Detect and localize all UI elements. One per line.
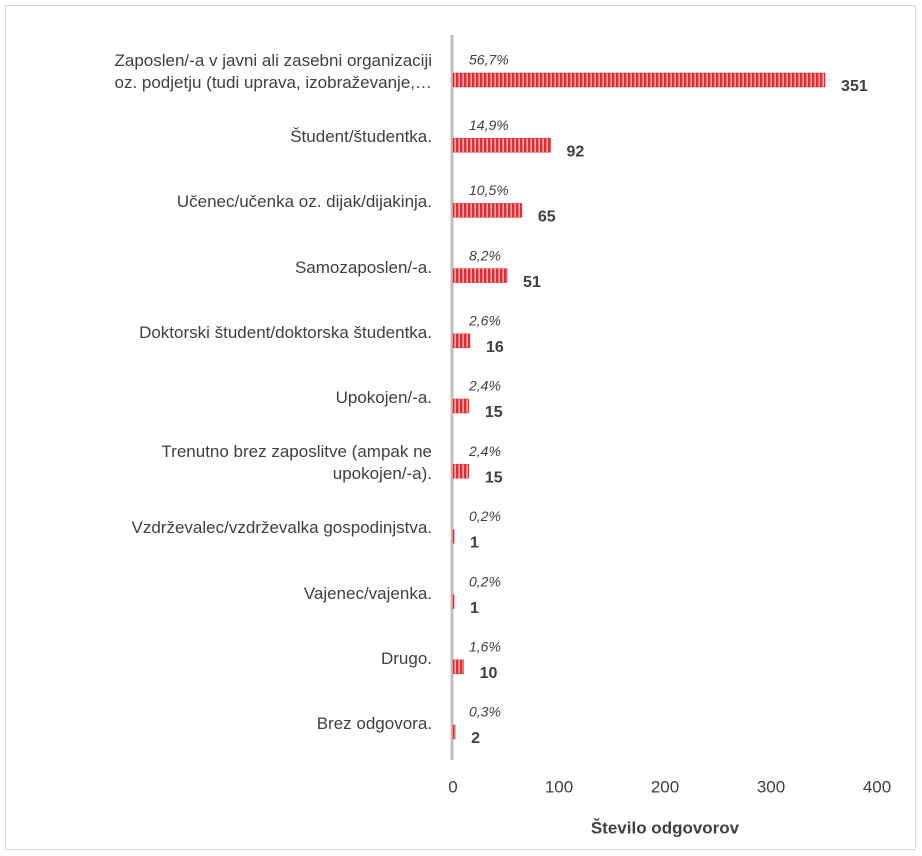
x-tick-label: 300: [757, 777, 785, 796]
x-axis-title: Število odgovorov: [591, 818, 740, 837]
bar: [452, 463, 470, 479]
value-label: 15: [485, 404, 503, 421]
value-label: 1: [470, 535, 479, 552]
value-label: 1: [470, 600, 479, 617]
bar: [452, 268, 508, 283]
category-label: Vajenec/vajenka.: [303, 583, 432, 603]
percentage-label: 2,6%: [468, 313, 501, 329]
category-label: Samozaposlen/-a.: [294, 257, 432, 277]
percentage-label: 10,5%: [469, 182, 509, 198]
category-label: Upokojen/-a.: [335, 388, 432, 407]
percentage-label: 0,2%: [469, 508, 501, 524]
percentage-label: 2,4%: [468, 378, 501, 394]
bar: [452, 398, 470, 414]
x-tick-label: 400: [863, 777, 891, 796]
category-label: Doktorski študent/doktorska študentka.: [139, 322, 432, 342]
percentage-label: 56,7%: [469, 52, 509, 68]
bar: [452, 72, 826, 88]
bar: [452, 333, 471, 349]
value-label: 51: [523, 274, 541, 291]
category-label: Drugo.: [380, 648, 432, 668]
value-label: 15: [485, 469, 503, 486]
frame: [5, 5, 916, 850]
bar: [452, 594, 455, 609]
bar: [452, 659, 464, 675]
bar: [452, 724, 456, 740]
percentage-label: 0,2%: [469, 573, 501, 589]
category-label: Zaposlen/-a v javni ali zasebni organiza…: [114, 51, 432, 92]
value-label: 65: [538, 209, 556, 226]
value-label: 351: [841, 78, 868, 95]
bar: [452, 203, 523, 218]
value-label: 10: [480, 665, 498, 682]
value-label: 92: [567, 143, 585, 160]
x-tick-label: 200: [651, 777, 679, 796]
category-label: Učenec/učenka oz. dijak/dijakinja.: [176, 192, 432, 212]
percentage-label: 0,3%: [469, 704, 501, 720]
category-label: Študent/študentka.: [290, 127, 432, 147]
percentage-label: 2,4%: [468, 443, 501, 459]
category-label: Trenutno brez zaposlitve (ampak ne upoko…: [161, 442, 432, 484]
category-label: Vzdrževalec/vzdrževalka gospodinjstva.: [131, 518, 432, 538]
category-label: Brez odgovora.: [316, 714, 432, 733]
value-label: 2: [471, 730, 480, 747]
x-tick-label: 0: [448, 777, 457, 796]
bar: [452, 529, 455, 544]
percentage-label: 1,6%: [469, 639, 501, 655]
value-label: 16: [486, 339, 504, 356]
percentage-label: 14,9%: [469, 117, 509, 133]
bar: [452, 137, 551, 153]
x-tick-label: 100: [545, 777, 573, 796]
percentage-label: 8,2%: [469, 247, 501, 263]
